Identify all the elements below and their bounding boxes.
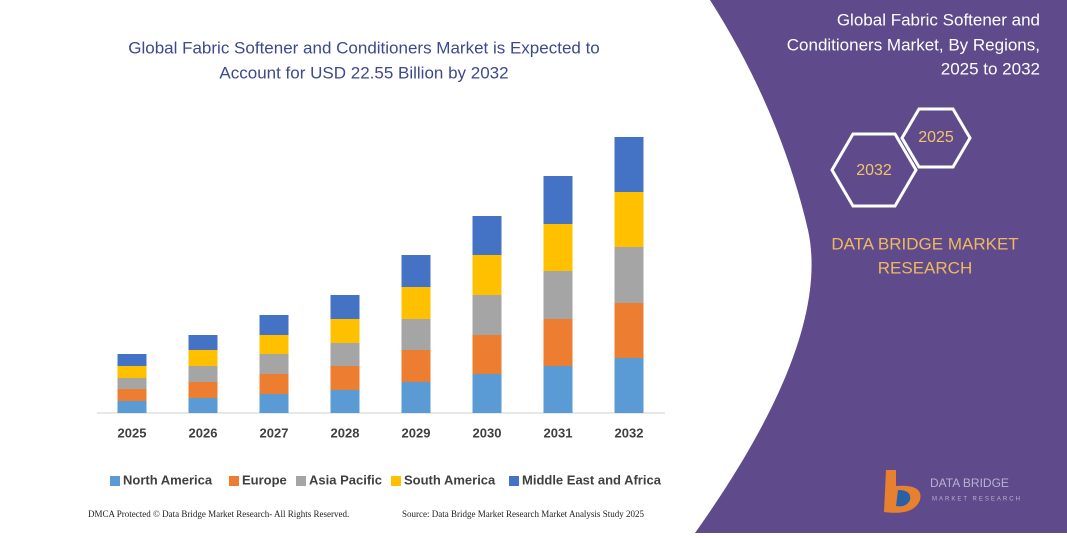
side-panel (695, 0, 1067, 533)
badge: 2032 (856, 162, 892, 179)
bar-segment (259, 374, 289, 394)
bar-segment (614, 192, 644, 247)
bar-segment (188, 398, 218, 413)
x-tick-label: 2032 (615, 425, 644, 440)
x-tick-label: 2028 (331, 425, 360, 440)
footer: DMCA Protected © Data Bridge Market Rese… (88, 509, 349, 519)
bar-segment (472, 216, 502, 255)
bar-segment (614, 303, 644, 358)
bar-segment (188, 366, 218, 382)
bar-segment (330, 366, 360, 390)
chart-title: Global Fabric Softener and Conditioners … (128, 38, 600, 57)
legend-label: Asia Pacific (309, 472, 382, 487)
legend-label: South America (404, 472, 496, 487)
chart-title: Account for USD 22.55 Billion by 2032 (219, 63, 508, 82)
bar-segment (472, 295, 502, 335)
bar-segment (543, 366, 573, 413)
bar-segment (401, 287, 431, 319)
x-tick-label: 2030 (473, 425, 502, 440)
bar-segment (472, 335, 502, 374)
logo-text: MARKET RESEARCH (932, 497, 1022, 503)
bar-segment (117, 354, 147, 366)
bar-segment (401, 382, 431, 413)
bar-segment (259, 394, 289, 413)
legend-swatch (509, 476, 519, 486)
bar-segment (543, 271, 573, 319)
hexagon (830, 132, 918, 208)
bar-segment (543, 319, 573, 366)
bar-segment (472, 255, 502, 295)
x-tick-label: 2025 (118, 425, 147, 440)
brand: RESEARCH (878, 258, 972, 277)
bar-segment (472, 374, 502, 413)
bar-segment (259, 335, 289, 354)
badge: 2025 (918, 129, 954, 146)
bar-segment (401, 350, 431, 382)
bar-segment (401, 255, 431, 287)
logo-icon (896, 490, 911, 507)
legend-swatch (110, 476, 120, 486)
bar-segment (330, 390, 360, 413)
panel-title: Global Fabric Softener and (837, 10, 1040, 29)
legend-swatch (391, 476, 401, 486)
bar-segment (117, 389, 147, 401)
bar-segment (330, 319, 360, 343)
bar-segment (117, 378, 147, 389)
logo-text: DATA BRIDGE (930, 476, 1009, 490)
x-tick-label: 2031 (544, 425, 573, 440)
x-tick-label: 2027 (260, 425, 289, 440)
hexagon (900, 107, 972, 169)
bar-segment (259, 354, 289, 374)
brand: DATA BRIDGE MARKET (831, 234, 1018, 253)
bar-segment (543, 176, 573, 224)
legend-label: Middle East and Africa (522, 472, 662, 487)
legend-swatch (229, 476, 239, 486)
bar-segment (614, 247, 644, 303)
bar-segment (188, 335, 218, 350)
panel-title: 2025 to 2032 (941, 59, 1040, 78)
bar-segment (117, 366, 147, 378)
legend-swatch (296, 476, 306, 486)
bar-segment (614, 137, 644, 192)
footer: Source: Data Bridge Market Research Mark… (402, 509, 644, 519)
panel-title: Conditioners Market, By Regions, (787, 35, 1040, 54)
bar-segment (401, 319, 431, 350)
bar-segment (188, 382, 218, 398)
legend-label: North America (123, 472, 213, 487)
bar-segment (614, 358, 644, 413)
bar-segment (188, 350, 218, 366)
legend-label: Europe (242, 472, 287, 487)
bar-segment (543, 224, 573, 271)
x-tick-label: 2029 (402, 425, 431, 440)
bar-segment (330, 295, 360, 319)
bar-segment (259, 315, 289, 335)
bar-segment (117, 401, 147, 413)
bar-segment (330, 343, 360, 366)
x-tick-label: 2026 (189, 425, 218, 440)
